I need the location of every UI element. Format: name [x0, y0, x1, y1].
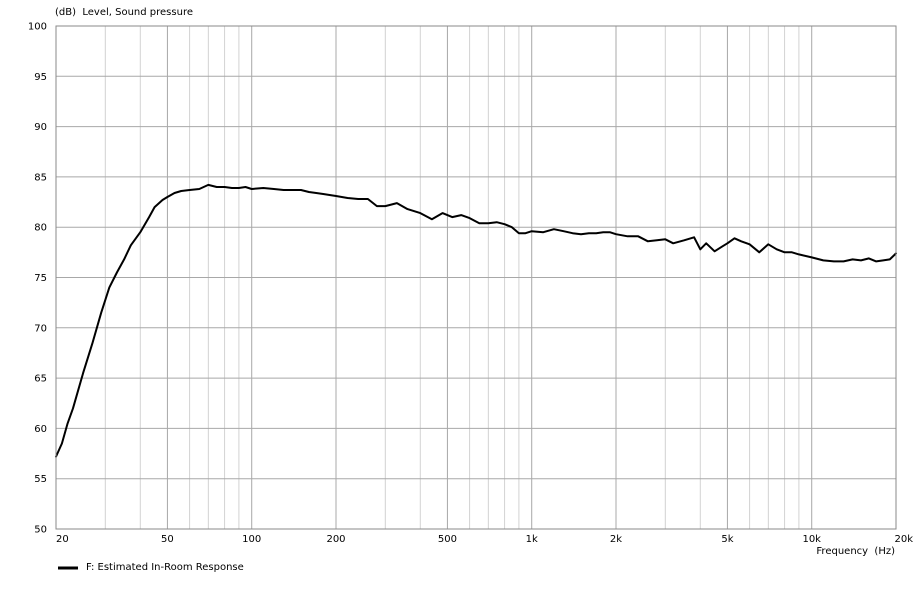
- y-tick-label: 100: [28, 22, 47, 33]
- x-tick-label: 50: [161, 534, 174, 545]
- grid-lines: [56, 26, 896, 529]
- x-tick-label: 2k: [610, 534, 622, 545]
- y-tick-label: 85: [34, 172, 47, 183]
- x-tick-label: 10k: [802, 534, 821, 545]
- legend: F: Estimated In-Room Response: [58, 562, 244, 573]
- y-axis-title: (dB) Level, Sound pressure: [55, 7, 193, 18]
- series-group: [55, 183, 897, 458]
- x-tick-label: 20: [56, 534, 69, 545]
- x-tick-label: 500: [438, 534, 457, 545]
- x-tick-label: 20k: [894, 534, 913, 545]
- x-tick-label: 100: [242, 534, 261, 545]
- x-tick-label: 5k: [721, 534, 733, 545]
- y-tick-label: 50: [34, 525, 47, 536]
- y-tick-label: 75: [34, 273, 47, 284]
- y-tick-labels: 50 55 60 65 70 75 80 85 90 95 100: [28, 22, 47, 536]
- x-tick-label: 200: [326, 534, 345, 545]
- y-tick-label: 95: [34, 72, 47, 83]
- plot-frame: [55, 25, 897, 530]
- y-tick-label: 60: [34, 424, 47, 435]
- x-tick-labels: 20 50 100 200 500 1k 2k 5k 10k 20k: [56, 534, 913, 545]
- y-tick-label: 90: [34, 122, 47, 133]
- y-tick-label: 65: [34, 374, 47, 385]
- x-axis-title: Frequency (Hz): [816, 546, 895, 557]
- legend-label: F: Estimated In-Room Response: [86, 562, 244, 573]
- y-tick-label: 70: [34, 323, 47, 334]
- y-tick-label: 55: [34, 474, 47, 485]
- y-tick-label: 80: [34, 223, 47, 234]
- x-tick-label: 1k: [526, 534, 538, 545]
- series-line: [55, 183, 897, 458]
